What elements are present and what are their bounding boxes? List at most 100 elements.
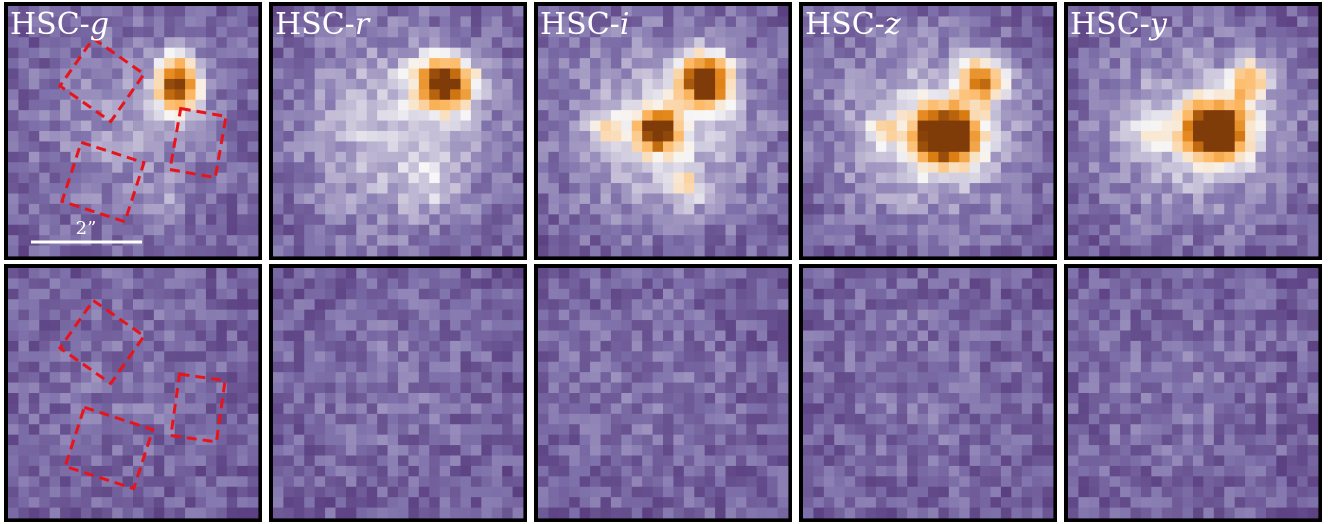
pixel xyxy=(834,508,845,519)
pixel xyxy=(29,383,40,394)
pixel xyxy=(803,508,814,519)
pixel xyxy=(50,331,61,342)
pixel xyxy=(325,424,336,435)
pixel xyxy=(845,331,856,342)
pixel xyxy=(273,424,284,435)
pixel xyxy=(684,445,695,456)
pixel xyxy=(112,204,123,215)
pixel xyxy=(60,289,71,300)
pixel xyxy=(336,194,347,205)
pixel xyxy=(653,110,664,121)
pixel xyxy=(991,204,1002,215)
pixel xyxy=(175,69,186,80)
pixel xyxy=(824,162,835,173)
pixel xyxy=(834,268,845,279)
pixel xyxy=(580,58,591,69)
pixel xyxy=(377,131,388,142)
pixel xyxy=(991,424,1002,435)
pixel xyxy=(1120,141,1131,152)
pixel xyxy=(502,58,513,69)
pixel xyxy=(8,487,19,498)
pixel xyxy=(569,235,580,246)
pixel xyxy=(684,341,695,352)
pixel xyxy=(1235,27,1246,38)
pixel xyxy=(642,235,653,246)
pixel xyxy=(757,194,768,205)
pixel xyxy=(1022,225,1033,236)
pixel xyxy=(206,16,217,27)
pixel xyxy=(143,121,154,132)
pixel xyxy=(388,435,399,446)
pixel xyxy=(621,162,632,173)
pixel xyxy=(440,194,451,205)
pixel xyxy=(206,351,217,362)
pixel xyxy=(1022,69,1033,80)
pixel xyxy=(980,497,991,508)
pixel xyxy=(705,27,716,38)
pixel xyxy=(143,466,154,477)
pixel xyxy=(538,414,549,425)
pixel xyxy=(548,246,559,257)
pixel xyxy=(429,27,440,38)
pixel xyxy=(845,204,856,215)
pixel xyxy=(803,194,814,205)
pixel xyxy=(991,403,1002,414)
pixel xyxy=(304,508,315,519)
pixel xyxy=(538,235,549,246)
pixel xyxy=(1120,152,1131,163)
pixel xyxy=(304,183,315,194)
pixel xyxy=(673,100,684,111)
pixel xyxy=(283,100,294,111)
pixel xyxy=(715,37,726,48)
pixel xyxy=(1141,100,1152,111)
pixel xyxy=(294,141,305,152)
pixel xyxy=(746,331,757,342)
pixel xyxy=(538,310,549,321)
pixel xyxy=(1022,320,1033,331)
pixel xyxy=(559,173,570,184)
pixel xyxy=(1089,69,1100,80)
pixel xyxy=(991,48,1002,59)
pixel xyxy=(185,414,196,425)
pixel xyxy=(50,320,61,331)
pixel xyxy=(928,393,939,404)
pixel xyxy=(611,69,622,80)
pixel xyxy=(1022,362,1033,373)
pixel xyxy=(824,487,835,498)
pixel xyxy=(346,456,357,467)
pixel xyxy=(18,414,29,425)
pixel xyxy=(538,100,549,111)
pixel xyxy=(897,424,908,435)
pixel xyxy=(336,48,347,59)
pixel xyxy=(705,152,716,163)
pixel xyxy=(980,435,991,446)
pixel xyxy=(450,424,461,435)
pixel xyxy=(283,362,294,373)
pixel xyxy=(481,289,492,300)
pixel xyxy=(1193,121,1204,132)
pixel xyxy=(315,204,326,215)
image-panel xyxy=(799,264,1057,522)
pixel xyxy=(866,351,877,362)
pixel xyxy=(440,362,451,373)
pixel xyxy=(538,48,549,59)
pixel xyxy=(283,445,294,456)
pixel xyxy=(1011,162,1022,173)
pixel xyxy=(1043,6,1054,17)
pixel xyxy=(450,278,461,289)
pixel xyxy=(227,214,238,225)
pixel xyxy=(196,37,207,48)
pixel xyxy=(18,58,29,69)
pixel xyxy=(1172,152,1183,163)
pixel xyxy=(897,204,908,215)
pixel xyxy=(164,299,175,310)
pixel xyxy=(248,508,259,519)
pixel xyxy=(1022,289,1033,300)
pixel xyxy=(164,235,175,246)
pixel xyxy=(408,121,419,132)
pixel xyxy=(450,435,461,446)
pixel xyxy=(824,121,835,132)
pixel xyxy=(1235,100,1246,111)
pixel xyxy=(767,445,778,456)
pixel xyxy=(336,289,347,300)
